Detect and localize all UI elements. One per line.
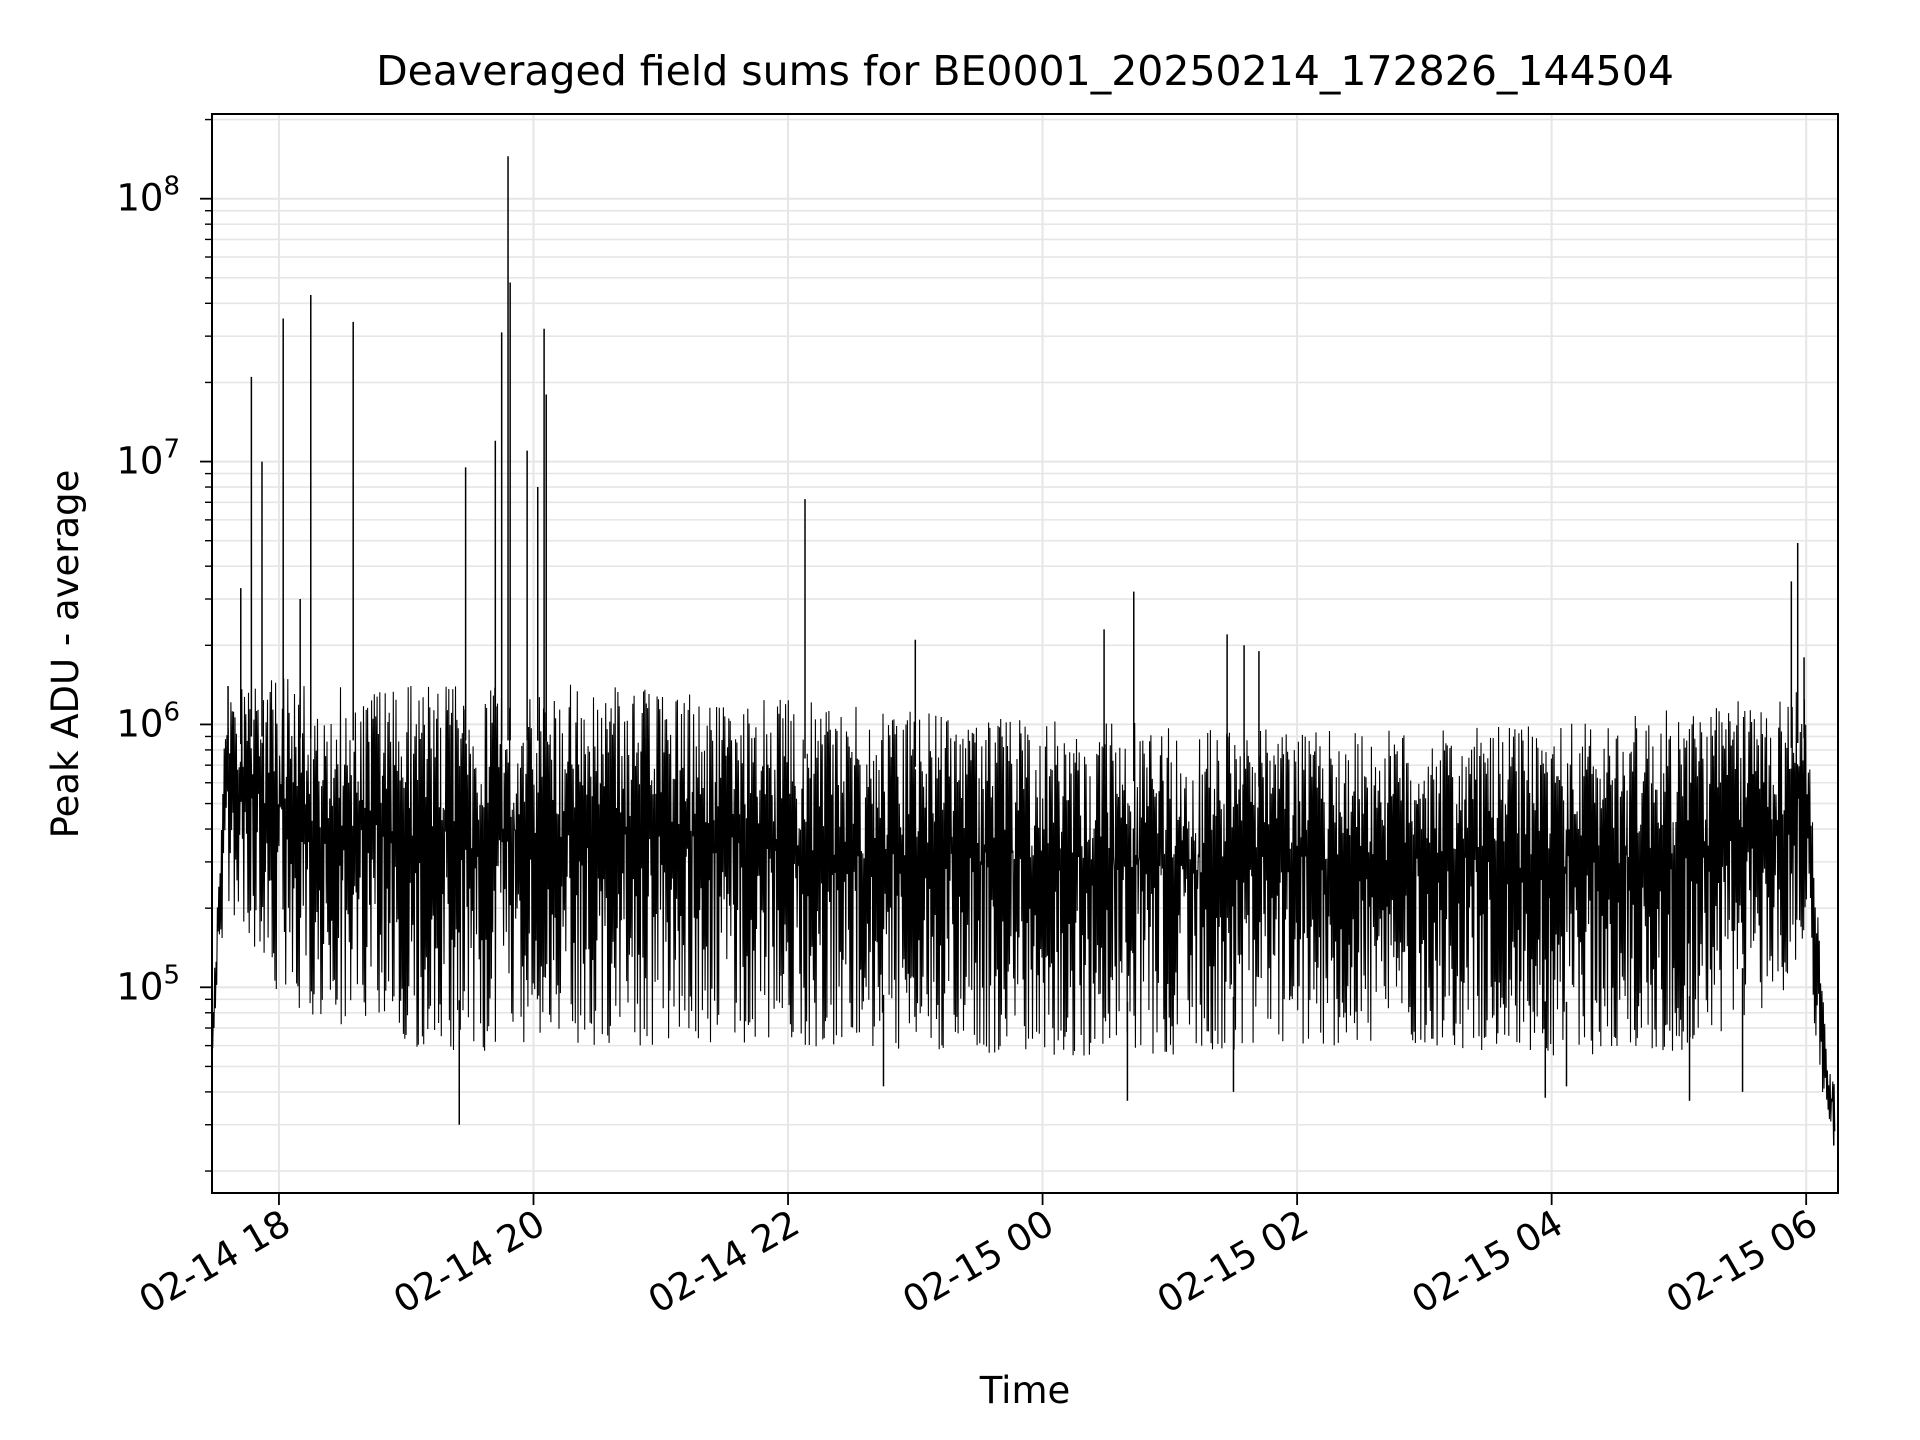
chart-title: Deaveraged field sums for BE0001_2025021… (376, 47, 1674, 95)
plot-frame (211, 113, 1839, 1194)
y-tick-label: 105 (116, 960, 180, 1008)
series-line (211, 678, 1836, 1140)
data-series (211, 156, 1836, 1146)
y-tick-label: 106 (116, 697, 180, 745)
y-tick-label: 108 (116, 172, 180, 220)
y-axis-label: Peak ADU - average (44, 470, 87, 839)
x-axis-label: Time (979, 1369, 1071, 1412)
y-tick-label: 107 (116, 435, 180, 483)
